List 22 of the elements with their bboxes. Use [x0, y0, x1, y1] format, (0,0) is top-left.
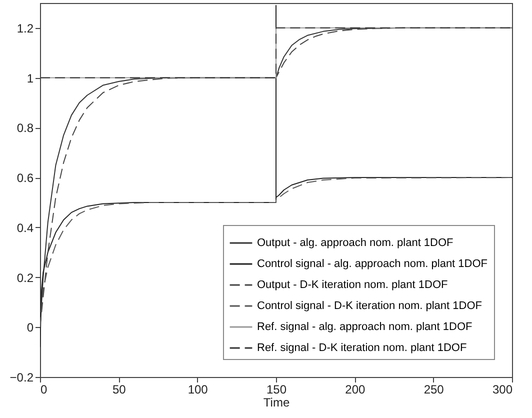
- y-tick-label: −0.2: [10, 370, 34, 384]
- y-tick-label: 0.4: [16, 220, 34, 235]
- x-tick-label: 0: [40, 382, 48, 396]
- x-tick-label: 50: [112, 382, 126, 396]
- y-tick-label: 0.6: [16, 171, 34, 186]
- x-tick-label: 300: [492, 382, 513, 396]
- x-axis-title: Time: [263, 396, 290, 410]
- x-tick-label: 250: [424, 382, 444, 396]
- legend-label: Output - alg. approach nom. plant 1DOF: [257, 237, 454, 249]
- x-tick-label: 150: [266, 382, 287, 396]
- y-tick-label: 0.2: [16, 270, 34, 285]
- x-tick-label: 200: [345, 382, 366, 396]
- legend-label: Output - D-K iteration nom. plant 1DOF: [257, 279, 448, 291]
- x-tick-label: 100: [188, 382, 208, 396]
- legend-label: Control signal - alg. approach nom. plant 1DOF: [257, 258, 488, 270]
- legend-label: Ref. signal - alg. approach nom. plant 1DOF: [257, 321, 472, 333]
- y-tick-label: 0.8: [16, 121, 34, 136]
- y-tick-label: 1: [26, 71, 34, 86]
- legend-label: Ref. signal - D-K iteration nom. plant 1DOF: [257, 342, 467, 354]
- y-tick-label: 0: [26, 320, 34, 335]
- legend-label: Control signal - D-K iteration nom. plant 1DOF: [257, 300, 482, 312]
- y-tick-label: 1.2: [16, 21, 34, 36]
